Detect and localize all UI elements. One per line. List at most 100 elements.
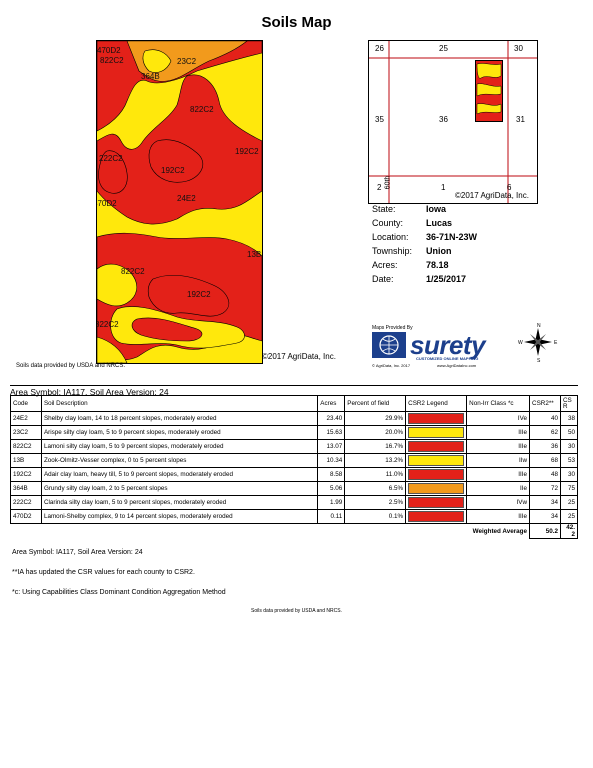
info-date: Date: 1/25/2017	[372, 274, 467, 284]
field-outline	[475, 60, 503, 122]
soils-map[interactable]: 470D2 822C2 23C2 364B 822C2 222C2 192C2 …	[96, 40, 263, 364]
row-class: IVw	[466, 495, 531, 510]
surety-logo: surety	[410, 330, 486, 360]
section-label: 6	[507, 183, 512, 192]
soils-map-graphic	[97, 41, 262, 363]
row-csr2: 48	[529, 467, 561, 482]
section-label: 36	[439, 115, 448, 124]
row-code: 364B	[10, 481, 42, 496]
table-area-symbol: Area Symbol: IA117, Soil Area Version: 2…	[10, 385, 578, 397]
row-percent: 11.0%	[344, 467, 407, 482]
logo-copyright: © AgriData, Inc. 2017	[372, 363, 411, 368]
csr2-legend-swatch	[408, 455, 465, 466]
row-csr2: 72	[529, 481, 561, 496]
road-line	[369, 175, 537, 177]
row-class: IIIe	[466, 467, 531, 482]
row-class: IIw	[466, 453, 531, 468]
row-description: Zook-Olmitz-Vesser complex, 0 to 5 perce…	[40, 453, 319, 468]
weighted-average-label: Weighted Average	[10, 523, 531, 539]
row-csr: 30	[559, 467, 579, 482]
row-description: Lamoni silty clay loam, 5 to 9 percent s…	[40, 439, 319, 454]
footer-data-note: Soils data provided by USDA and NRCS.	[251, 608, 342, 614]
row-description: Grundy silty clay loam, 2 to 5 percent s…	[40, 481, 319, 496]
row-code: 13B	[10, 453, 42, 468]
row-code: 222C2	[10, 495, 42, 510]
map-label: 364B	[141, 72, 160, 81]
col-header: Percent of field	[344, 395, 407, 412]
map-label: 822C2	[121, 267, 145, 276]
row-class: IVe	[466, 411, 531, 426]
section-label: 31	[516, 115, 525, 124]
map-label: 470D2	[97, 46, 121, 55]
compass-n: N	[537, 323, 541, 329]
row-acres: 15.63	[317, 425, 346, 440]
row-description: Clarinda silty clay loam, 5 to 9 percent…	[40, 495, 319, 510]
table-row: 470D2 Lamoni-Shelby complex, 9 to 14 perc…	[10, 509, 579, 524]
note-c: *c: Using Capabilities Class Dominant Co…	[12, 589, 226, 596]
map-label: 23C2	[177, 57, 197, 66]
row-description: Arispe silty clay loam, 5 to 9 percent s…	[40, 425, 319, 440]
info-township: Township: Union	[372, 246, 452, 256]
map-label: 222C2	[99, 154, 123, 163]
row-legend	[405, 453, 468, 468]
road-line	[369, 57, 537, 59]
row-description: Adair clay loam, heavy till, 5 to 9 perc…	[40, 467, 319, 482]
weighted-average-csr: 42.2	[559, 523, 579, 539]
row-csr: 53	[559, 453, 579, 468]
map-label: 13B	[247, 250, 262, 259]
table-row: 24E2 Shelby clay loam, 14 to 18 percent s…	[10, 411, 579, 426]
row-class: IIe	[466, 481, 531, 496]
csr2-legend-swatch	[408, 413, 465, 424]
row-legend	[405, 411, 468, 426]
surety-globe-icon	[372, 332, 406, 358]
csr2-legend-swatch	[408, 511, 465, 522]
row-csr2: 36	[529, 439, 561, 454]
row-acres: 23.40	[317, 411, 346, 426]
table-row: 192C2 Adair clay loam, heavy till, 5 to 9…	[10, 467, 579, 482]
row-code: 23C2	[10, 425, 42, 440]
info-acres: Acres: 78.18	[372, 260, 449, 270]
col-header: Code	[10, 395, 42, 412]
weighted-average-row: Weighted Average 50.2 42.2	[10, 523, 579, 539]
row-code: 822C2	[10, 439, 42, 454]
info-location: Location: 36-71N-23W	[372, 232, 478, 242]
section-label: 2	[377, 183, 382, 192]
row-percent: 13.2%	[344, 453, 407, 468]
row-csr: 50	[559, 425, 579, 440]
map-label: 822C2	[100, 56, 124, 65]
row-csr: 38	[559, 411, 579, 426]
table-row: 23C2 Arispe silty clay loam, 5 to 9 perce…	[10, 425, 579, 440]
section-label: 1	[441, 183, 446, 192]
map-label: 192C2	[161, 166, 185, 175]
row-percent: 2.5%	[344, 495, 407, 510]
logo-url[interactable]: www.AgriDataInc.com	[437, 363, 477, 368]
csr2-legend-swatch	[408, 441, 465, 452]
col-header: CSR2**	[529, 395, 561, 412]
row-csr2: 40	[529, 411, 561, 426]
row-code: 192C2	[10, 467, 42, 482]
section-label: 25	[439, 44, 448, 53]
locator-copyright: ©2017 AgriData, Inc.	[455, 191, 529, 200]
row-legend	[405, 425, 468, 440]
row-legend	[405, 467, 468, 482]
road-label: 60th	[384, 175, 392, 190]
row-csr: 25	[559, 495, 579, 510]
row-acres: 8.58	[317, 467, 346, 482]
locator-map[interactable]: 26 25 30 35 36 31 2 1 6 60th ©2017 AgriD…	[368, 40, 538, 204]
row-percent: 20.0%	[344, 425, 407, 440]
row-acres: 0.11	[317, 509, 346, 524]
row-class: IIIe	[466, 425, 531, 440]
compass-s: S	[537, 358, 541, 362]
map-label: 192C2	[235, 147, 259, 156]
table-header-row: Code Soil Description Acres Percent of f…	[10, 395, 579, 412]
col-header: CSR2 Legend	[405, 395, 468, 412]
soils-table: Code Soil Description Acres Percent of f…	[10, 395, 579, 539]
row-class: IIIe	[466, 439, 531, 454]
row-legend	[405, 439, 468, 454]
row-percent: 6.5%	[344, 481, 407, 496]
map-label: 822C2	[190, 105, 214, 114]
section-label: 26	[375, 44, 384, 53]
row-percent: 29.9%	[344, 411, 407, 426]
row-class: IIIe	[466, 509, 531, 524]
road-line	[507, 41, 509, 203]
